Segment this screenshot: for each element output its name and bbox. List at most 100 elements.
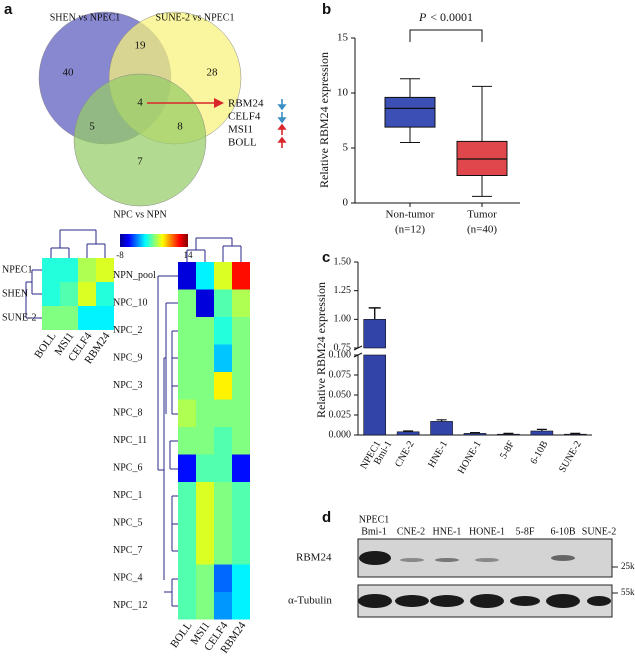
bar: [563, 433, 587, 436]
heat-cell: [214, 399, 232, 427]
heat-cell: [78, 306, 96, 330]
heat-cell: [232, 317, 250, 345]
annotation: P < 0.0001: [418, 10, 473, 24]
y-tick-label: 5: [343, 142, 349, 154]
row-label: NPC_6: [113, 463, 142, 474]
heat-cell: [178, 509, 196, 537]
heat-cell: [178, 399, 196, 427]
heat-cell: [196, 344, 214, 372]
venn-count: 8: [177, 121, 183, 133]
bands: [358, 551, 611, 608]
venn-set-label: NPC vs NPN: [113, 209, 166, 220]
regulation-arrow: [277, 136, 287, 148]
error-bar: [536, 428, 547, 431]
heat-cell: [232, 564, 250, 592]
box: [384, 96, 436, 128]
y-tick-label: 10: [337, 87, 349, 99]
heat-cell: [214, 427, 232, 455]
heat-cell: [42, 282, 60, 306]
heat-cell: [96, 306, 114, 330]
heat-cell: [60, 306, 78, 330]
y-tick-label: 0.075: [329, 369, 352, 380]
heat-cell: [178, 454, 196, 482]
y-axis-label: Relative RBM24 expression: [317, 52, 331, 188]
y-axis-label: Relative RBM24 expression: [314, 282, 328, 418]
gene-label: RBM24: [228, 98, 264, 110]
heat-cell: [196, 427, 214, 455]
heat-cell: [96, 258, 114, 282]
heat-cell: [42, 258, 60, 282]
heat-cell: [232, 482, 250, 510]
heat-cell: [214, 289, 232, 317]
colorbar: [120, 234, 188, 247]
bar: [363, 354, 387, 436]
n-label: (n=12): [395, 224, 425, 236]
heat-cell: [232, 344, 250, 372]
row-label: NPC_4: [113, 573, 142, 584]
lane-label: 5-8F: [516, 526, 535, 537]
row-label: NPEC1: [2, 264, 33, 275]
lane-label: CNE-2: [397, 526, 425, 537]
heat-cell: [196, 564, 214, 592]
panel-letter: c: [322, 249, 330, 266]
venn-set: [73, 73, 207, 207]
heat-cell: [214, 482, 232, 510]
arrow-head: [214, 98, 224, 108]
heat-cell: [232, 427, 250, 455]
error-bar: [503, 432, 514, 435]
heat-cell: [232, 592, 250, 620]
heat-cell: [78, 282, 96, 306]
row-label: SHEN: [2, 288, 28, 299]
row-label: NPC_10: [113, 298, 147, 309]
row-label: α-Tubulin: [288, 595, 332, 607]
x-tick-label: Non-tumor: [386, 209, 435, 221]
colorbar-tick: 14: [184, 250, 194, 260]
marker-label: 25k: [621, 561, 635, 571]
column-label: BOLL: [168, 620, 194, 651]
row-label: NPC_12: [113, 600, 147, 611]
heat-cell: [196, 509, 214, 537]
heat-cell: [178, 537, 196, 565]
y-tick-label: 1.25: [334, 285, 352, 296]
heat-cell: [196, 262, 214, 290]
heat-cell: [196, 317, 214, 345]
heat-cell: [78, 258, 96, 282]
x-tick-label: CNE-2: [393, 439, 417, 469]
panel-letter: b: [322, 1, 331, 18]
row-label: NPC_5: [113, 518, 142, 529]
bar: [463, 433, 487, 436]
heat-cell: [214, 509, 232, 537]
x-tick-label: 5-8F: [498, 439, 517, 461]
row-label: NPC_1: [113, 490, 142, 501]
heat-cell: [196, 592, 214, 620]
row-label: NPC_11: [113, 435, 147, 446]
venn-count: 4: [137, 97, 143, 109]
heat-cell: [196, 289, 214, 317]
heat-cell: [178, 564, 196, 592]
significance-bracket: [409, 29, 483, 42]
heat-cell: [232, 262, 250, 290]
column-label: BOLL: [32, 330, 58, 361]
regulation-arrow: [277, 99, 287, 111]
bar: [530, 430, 554, 436]
heat-cell: [214, 592, 232, 620]
row-label: NPC_2: [113, 325, 142, 336]
lane-label: HNE-1: [433, 526, 462, 537]
heat-cell: [232, 372, 250, 400]
error-bar: [470, 432, 480, 434]
x-tick-label: 6-10B: [528, 439, 550, 466]
y-tick-label: 0.100: [329, 349, 352, 360]
row-label: NPC_3: [113, 380, 142, 391]
gene-label: BOLL: [228, 137, 257, 149]
y-tick-label: 0.025: [329, 409, 352, 420]
panel-letter: d: [322, 509, 331, 526]
heat-cell: [196, 482, 214, 510]
heat-cell: [178, 592, 196, 620]
heat-cell: [232, 399, 250, 427]
n-label: (n=40): [467, 224, 497, 236]
heat-cell: [214, 372, 232, 400]
dendrogram: [25, 229, 242, 607]
y-tick-label: 0.050: [329, 389, 352, 400]
lane-label: NPEC1: [359, 514, 390, 525]
